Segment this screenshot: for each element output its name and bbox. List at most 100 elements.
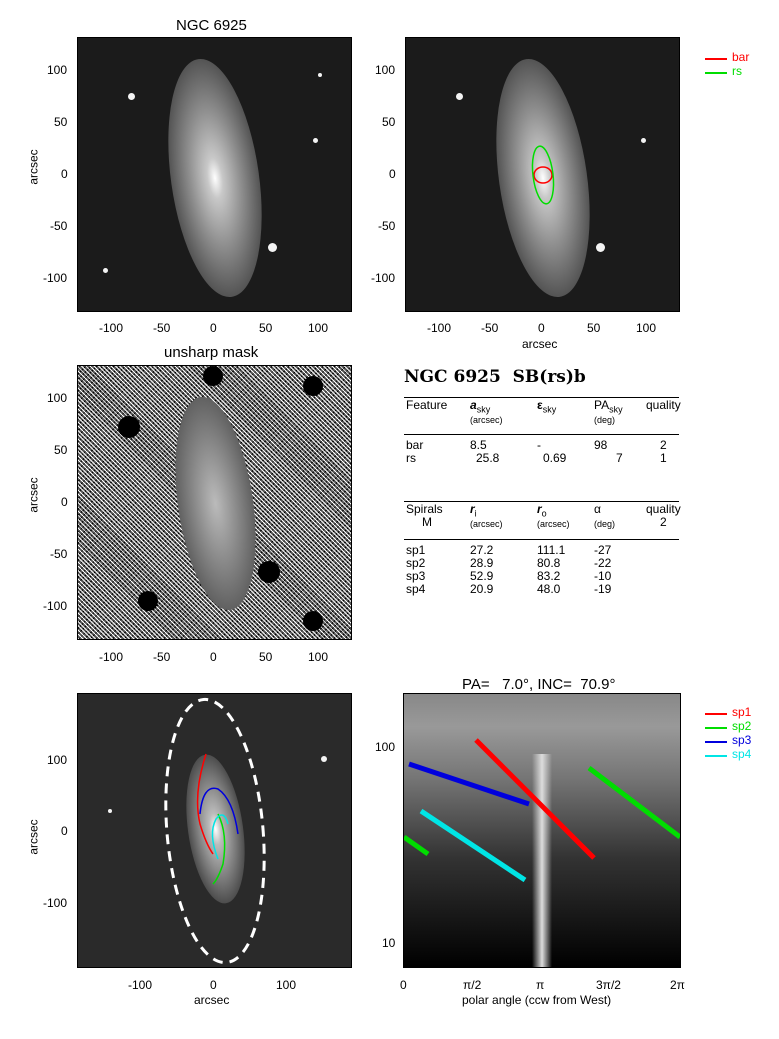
ytick-tl-5: -100 bbox=[43, 271, 68, 285]
xtick-br-2: π/2 bbox=[463, 978, 482, 992]
legend-line-rs bbox=[705, 72, 727, 74]
hdr-pa: PAsky bbox=[594, 398, 623, 415]
xtick-ml-3: 0 bbox=[210, 650, 217, 664]
panel-title-bottom-right: PA= 7.0°, INC= 70.9° bbox=[462, 676, 616, 693]
galaxy-image-top-right bbox=[405, 37, 680, 312]
ytick-tl-1: 100 bbox=[47, 63, 68, 77]
xtick-tr-2: -50 bbox=[481, 321, 499, 335]
bar-ellipse bbox=[533, 166, 553, 184]
legend-label-bar: bar bbox=[732, 50, 750, 64]
ytick-bl-1: 100 bbox=[47, 753, 68, 767]
ytick-br-1: 100 bbox=[375, 740, 396, 754]
ytick-bl-2: 0 bbox=[61, 824, 68, 838]
ytick-bl-3: -100 bbox=[43, 896, 68, 910]
hdr-a-unit: (arcsec) bbox=[470, 415, 503, 425]
rule-1 bbox=[404, 397, 679, 398]
polar-plot bbox=[403, 693, 681, 968]
y-axis-label-mid-left: arcsec bbox=[26, 477, 41, 513]
feature-row-bar: bar 8.5 - 98 2 bbox=[406, 438, 667, 452]
xtick-tr-1: -100 bbox=[427, 321, 452, 335]
hdr-feature: Feature bbox=[406, 398, 448, 412]
y-axis-label-top-left: arcsec bbox=[26, 149, 41, 185]
legend-label-sp1: sp1 bbox=[732, 705, 752, 719]
panel-title-unsharp: unsharp mask bbox=[164, 344, 259, 361]
xtick-br-3: π bbox=[536, 978, 545, 992]
x-axis-label-bottom-right: polar angle (ccw from West) bbox=[462, 993, 612, 1007]
xtick-tl-1: -100 bbox=[99, 321, 124, 335]
galaxy-image-top-left bbox=[77, 37, 352, 312]
sp2-line-b bbox=[587, 766, 680, 839]
hdr-quality: quality bbox=[646, 398, 681, 412]
legend-line-sp1 bbox=[705, 713, 727, 715]
ytick-tl-4: -50 bbox=[50, 219, 68, 233]
xtick-tl-4: 50 bbox=[259, 321, 273, 335]
deprojection-ellipse bbox=[164, 697, 266, 965]
ytick-ml-1: 100 bbox=[47, 391, 68, 405]
legend-line-sp3 bbox=[705, 741, 727, 743]
ytick-tr-5: -100 bbox=[371, 271, 396, 285]
xtick-tl-3: 0 bbox=[210, 321, 217, 335]
spiral-row-sp2: sp2 28.9 80.8 -22 bbox=[406, 556, 612, 570]
xtick-ml-2: -50 bbox=[153, 650, 171, 664]
xtick-tr-3: 0 bbox=[538, 321, 545, 335]
hdr-pa-unit: (deg) bbox=[594, 415, 616, 425]
xtick-ml-4: 50 bbox=[259, 650, 273, 664]
ytick-ml-5: -100 bbox=[43, 599, 68, 613]
legend-line-sp4 bbox=[705, 755, 727, 757]
ytick-tl-3: 0 bbox=[61, 167, 68, 181]
ytick-br-2: 10 bbox=[382, 936, 396, 950]
panel-title-top-left: NGC 6925 bbox=[176, 17, 247, 34]
rule-2 bbox=[404, 434, 679, 435]
sp2-arm bbox=[212, 813, 226, 885]
spiral-row-sp4: sp4 20.9 48.0 -19 bbox=[406, 582, 612, 596]
spiral-row-sp3: sp3 52.9 83.2 -10 bbox=[406, 569, 612, 583]
spiral-fits bbox=[404, 738, 680, 883]
sp3-arm bbox=[199, 787, 239, 835]
sp3-line bbox=[408, 761, 530, 807]
sp1-arm bbox=[196, 753, 214, 855]
xtick-tl-2: -50 bbox=[153, 321, 171, 335]
sp2-line-a bbox=[404, 834, 430, 857]
x-axis-label-top-right: arcsec bbox=[522, 337, 558, 351]
hdr-a: asky bbox=[470, 398, 491, 415]
features-header: Feature asky (arcsec) εsky PAsky (deg) q… bbox=[406, 399, 686, 431]
ytick-tl-2: 50 bbox=[54, 115, 68, 129]
feature-ellipses bbox=[531, 145, 555, 205]
ytick-tr-1: 100 bbox=[375, 63, 396, 77]
legend-line-bar bbox=[705, 58, 727, 60]
xtick-tl-5: 100 bbox=[308, 321, 329, 335]
feature-row-rs: rs 25.8 0.69 7 1 bbox=[406, 451, 667, 465]
x-axis-label-bottom-left: arcsec bbox=[194, 993, 230, 1007]
ytick-tr-3: 0 bbox=[389, 167, 396, 181]
unsharp-mask-image bbox=[77, 365, 352, 640]
xtick-bl-1: -100 bbox=[128, 978, 153, 992]
spirals-header: Spirals M ri (arcsec) ro (arcsec) α (deg… bbox=[406, 502, 681, 530]
xtick-ml-5: 100 bbox=[308, 650, 329, 664]
legend-line-sp2 bbox=[705, 727, 727, 729]
spiral-overlay bbox=[164, 697, 266, 965]
rs-ellipse bbox=[531, 145, 555, 205]
ytick-tr-4: -50 bbox=[378, 219, 396, 233]
ytick-ml-4: -50 bbox=[50, 547, 68, 561]
sp1-line bbox=[474, 738, 596, 860]
xtick-bl-2: 0 bbox=[210, 978, 217, 992]
xtick-br-4: 3π/2 bbox=[596, 978, 621, 992]
rule-3 bbox=[404, 501, 679, 502]
hdr-e: εsky bbox=[537, 398, 557, 415]
xtick-tr-5: 100 bbox=[636, 321, 657, 335]
rule-4 bbox=[404, 539, 679, 540]
xtick-ml-1: -100 bbox=[99, 650, 124, 664]
legend-label-sp3: sp3 bbox=[732, 733, 752, 747]
xtick-bl-3: 100 bbox=[276, 978, 297, 992]
y-axis-label-bottom-left: arcsec bbox=[26, 819, 41, 855]
xtick-br-1: 0 bbox=[400, 978, 407, 992]
ytick-ml-3: 0 bbox=[61, 495, 68, 509]
table-heading: NGC 6925 SB(rs)b bbox=[404, 367, 586, 387]
legend-label-sp4: sp4 bbox=[732, 747, 752, 761]
ytick-tr-2: 50 bbox=[382, 115, 396, 129]
legend-label-rs: rs bbox=[732, 64, 742, 78]
xtick-br-5: 2π bbox=[670, 978, 685, 992]
ytick-ml-2: 50 bbox=[54, 443, 68, 457]
galaxy-image-bottom-left bbox=[77, 693, 352, 968]
xtick-tr-4: 50 bbox=[587, 321, 601, 335]
